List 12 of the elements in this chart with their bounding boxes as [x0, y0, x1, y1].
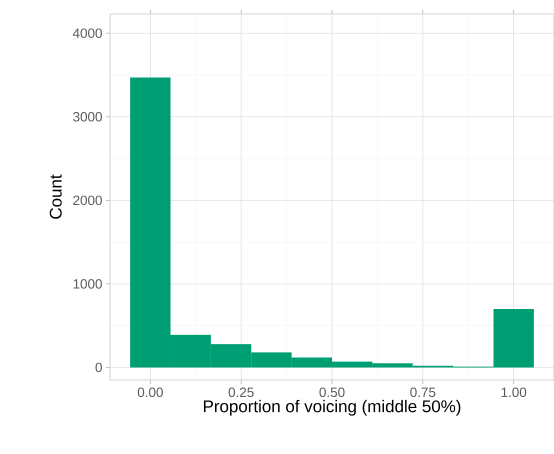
y-tick-label: 0	[96, 362, 102, 372]
y-axis-title: Count	[50, 174, 62, 219]
x-tick-label: 0.75	[410, 388, 436, 398]
x-axis-title: Proportion of voicing (middle 50%)	[204, 400, 460, 416]
y-tick-label: 3000	[73, 112, 102, 122]
x-tick-label: 0.25	[228, 388, 254, 398]
y-tick-label: 1000	[74, 279, 102, 289]
x-tick-label: 0.50	[319, 388, 345, 398]
x-tick-label: 1.00	[502, 388, 526, 398]
y-tick-label: 2000	[73, 196, 102, 206]
y-tick-label: 4000	[72, 28, 102, 38]
x-tick-label: 0.00	[138, 388, 163, 398]
